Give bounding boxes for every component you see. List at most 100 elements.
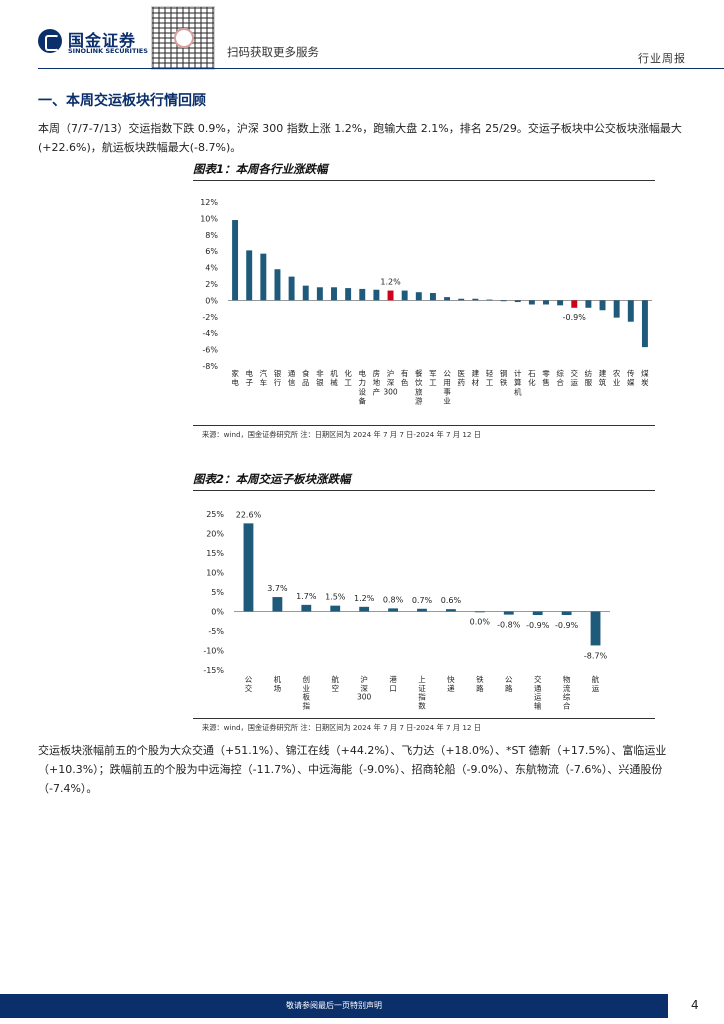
x-tick-label: 轻工 [486,368,494,387]
bar-房地产 [373,289,380,301]
y-tick-label: 12% [200,198,218,207]
bar-机械 [331,287,337,301]
x-tick-label: 非银 [316,368,324,387]
report-type: 行业周报 [638,52,686,65]
brand-name-cn: 国金证券 [68,31,137,50]
bar-传媒 [627,300,634,322]
x-tick-label: 公交 [245,675,253,693]
data-label: 0.0% [470,618,491,627]
bar-机场 [272,597,283,612]
x-tick-label: 快递 [447,674,455,693]
bar-汽车 [260,253,267,301]
x-tick-label: 创业板指 [303,674,311,710]
data-label: 3.7% [267,584,288,593]
x-tick-label: 纺服 [585,368,593,387]
summary-paragraph: 交运板块涨幅前五的个股为大众交通（+51.1%）、锦江在线（+44.2%）、飞力… [38,744,667,795]
bar-物流综合 [561,611,572,616]
data-label: -0.9% [526,621,550,630]
data-label: 1.7% [296,592,317,601]
x-tick-label: 铁路 [476,674,484,693]
qr-center-logo-icon [174,28,194,48]
figure1-top-rule [193,180,655,181]
bar-餐饮旅游 [415,292,422,301]
bar-家电 [232,220,239,301]
x-tick-label: 汽车 [260,368,268,387]
data-label: 0.6% [441,596,462,605]
data-label: 1.2% [354,594,375,603]
x-tick-label: 交通运输 [534,674,542,710]
data-label: 0.7% [412,596,433,605]
bar-电力设备 [359,288,366,301]
bar-综合 [557,300,564,306]
x-tick-label: 机场 [274,674,282,693]
x-tick-label: 餐饮旅游 [415,369,423,406]
bar-化工 [345,288,352,301]
x-tick-label: 化工 [344,368,352,387]
y-tick-label: 6% [205,247,218,256]
bar-医药 [458,298,465,301]
figure2-bottom-rule [193,718,655,719]
bar-轻工 [486,299,493,301]
data-label: -0.9% [563,313,587,322]
x-tick-label: 军工 [429,369,437,387]
x-tick-label: 食品 [302,368,310,387]
section-title: 一、本周交运板块行情回顾 [38,93,206,109]
y-tick-label: 15% [206,549,224,558]
bar-航运 [590,611,601,646]
y-tick-label: 10% [200,214,218,223]
x-tick-label: 传媒 [627,368,635,387]
page-number: 4 [691,998,699,1012]
figure1-title: 图表1：本周各行业涨跌幅 [193,162,328,176]
bar-建材 [472,298,479,301]
bar-上证指数 [417,608,427,612]
bar-石化 [528,300,535,305]
y-tick-label: 0% [205,296,218,305]
x-tick-label: 银行 [274,369,282,387]
bar-铁路 [474,611,485,613]
x-tick-label: 石化 [528,369,536,387]
y-tick-label: 10% [206,569,224,578]
y-tick-label: -10% [203,647,224,656]
footer-bar [0,994,668,1018]
x-tick-label: 物流综合 [563,674,571,710]
bar-军工 [429,293,436,301]
y-tick-label: 2% [205,280,218,289]
x-tick-label: 航空 [331,674,339,693]
logo-icon [38,29,62,53]
data-label: -0.9% [555,621,579,630]
y-tick-label: -5% [208,627,224,636]
y-tick-label: 25% [206,510,224,519]
data-label: 22.6% [236,510,262,519]
x-tick-label: 公路 [505,675,513,693]
bar-食品 [302,285,309,301]
x-tick-label: 机械 [330,368,338,387]
x-tick-label: 沪深 300 [357,674,372,702]
x-tick-label: 农业 [613,368,621,387]
x-tick-label: 综合 [556,368,564,387]
data-label: 0.8% [383,595,404,604]
bar-沪深300 [387,290,394,301]
bar-沪深300 [359,606,370,612]
x-tick-label: 港口 [389,674,397,693]
bar-银行 [274,269,281,301]
footer-disclaimer: 敬请参阅最后一页特别声明 [286,1001,382,1010]
bar-航空 [330,605,341,612]
x-tick-label: 建材 [472,368,480,387]
header-divider [38,68,724,69]
x-tick-label: 建筑 [599,368,607,387]
bar-煤炭 [641,300,648,348]
bar-交通运输 [532,611,543,616]
bar-非银 [316,287,323,301]
bar-公交 [243,523,254,612]
x-tick-label: 医药 [457,369,465,387]
x-tick-label: 沪深 300 [383,368,398,396]
x-tick-label: 电子 [245,368,253,387]
x-tick-label: 家电 [231,368,239,387]
y-tick-label: -15% [203,666,224,675]
bar-通信 [288,276,295,301]
bar-钢铁 [500,300,507,302]
bar-快递 [446,609,456,612]
bar-零售 [543,300,549,305]
figure1-chart: 12% 10% 8% 6% 4% 2% 0% -2% -4% -6% -8% 家电电子汽车银行通信食品… [200,198,652,406]
y-tick-label: 0% [211,608,224,617]
